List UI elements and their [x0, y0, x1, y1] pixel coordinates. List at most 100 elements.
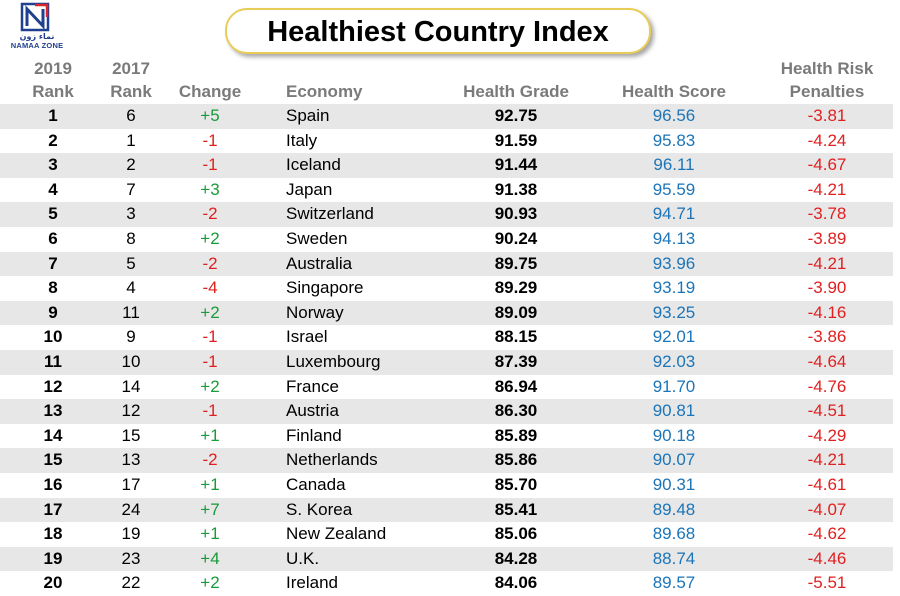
table-row: 16 17 +1 Canada 85.70 90.31 -4.61 [0, 473, 893, 498]
cell-penalties: -4.64 [807, 351, 847, 371]
cell-change: -1 [202, 155, 218, 175]
cell-penalties: -4.76 [807, 376, 847, 396]
cell-rank-2019: 12 [43, 376, 63, 396]
table-row: 3 2 -1 Iceland 91.44 96.11 -4.67 [0, 153, 893, 178]
cell-health-grade: 91.38 [494, 179, 538, 199]
cell-penalties: -5.51 [807, 573, 847, 593]
cell-rank-2019: 3 [48, 155, 58, 175]
cell-penalties: -4.21 [807, 450, 847, 470]
cell-health-score: 90.07 [652, 450, 696, 470]
cell-economy: Japan [286, 179, 333, 199]
cell-rank-2019: 13 [43, 401, 63, 421]
cell-change: +5 [200, 106, 220, 125]
cell-penalties: -4.24 [807, 130, 847, 150]
cell-economy: Switzerland [286, 204, 374, 224]
cell-rank-2019: 9 [48, 302, 58, 322]
cell-health-score: 92.03 [652, 351, 696, 371]
header-2019-line1: 2019 [34, 59, 72, 78]
cell-economy: Norway [286, 302, 344, 322]
cell-health-score: 89.48 [652, 499, 696, 519]
cell-change: +2 [200, 376, 220, 396]
cell-rank-2017: 14 [121, 376, 141, 396]
cell-change: -1 [202, 401, 218, 421]
namaa-zone-logo: نماء زون NAMAA ZONE [2, 2, 68, 52]
table-row: 10 9 -1 Israel 88.15 92.01 -3.86 [0, 325, 893, 350]
cell-rank-2017: 24 [121, 499, 141, 519]
cell-health-grade: 88.15 [494, 327, 538, 347]
cell-economy: Israel [286, 327, 328, 347]
cell-change: +4 [200, 548, 220, 568]
cell-health-score: 94.13 [652, 228, 696, 248]
cell-change: -2 [202, 204, 218, 224]
cell-penalties: -4.21 [807, 253, 847, 273]
table-row: 9 11 +2 Norway 89.09 93.25 -4.16 [0, 300, 893, 326]
cell-health-grade: 85.06 [494, 524, 538, 544]
cell-penalties: -3.90 [807, 278, 847, 298]
cell-change: +1 [200, 524, 220, 544]
cell-health-score: 96.11 [653, 155, 695, 175]
header-economy: Economy [286, 82, 363, 101]
cell-health-grade: 85.89 [494, 425, 538, 445]
cell-penalties: -3.81 [807, 106, 847, 125]
cell-health-grade: 92.75 [494, 106, 538, 125]
cell-rank-2017: 6 [126, 106, 136, 125]
cell-health-score: 91.70 [652, 376, 696, 396]
cell-health-score: 88.74 [652, 548, 696, 568]
cell-rank-2019: 16 [43, 474, 63, 494]
table-row: 13 12 -1 Austria 86.30 90.81 -4.51 [0, 399, 893, 424]
cell-health-grade: 85.86 [494, 450, 538, 470]
cell-rank-2019: 20 [43, 573, 63, 593]
cell-health-grade: 85.41 [494, 499, 538, 519]
cell-economy: Netherlands [286, 450, 378, 470]
cell-economy: Australia [286, 253, 353, 273]
cell-health-grade: 86.94 [494, 376, 538, 396]
cell-penalties: -3.89 [807, 228, 847, 248]
cell-penalties: -4.07 [807, 499, 847, 519]
cell-change: +7 [200, 499, 220, 519]
cell-health-score: 96.56 [652, 106, 696, 125]
cell-rank-2017: 19 [121, 524, 141, 544]
cell-rank-2017: 4 [126, 278, 136, 298]
cell-rank-2019: 17 [43, 499, 63, 519]
cell-change: +2 [200, 573, 220, 593]
cell-health-score: 95.59 [652, 179, 696, 199]
cell-rank-2017: 13 [121, 450, 141, 470]
cell-economy: New Zealand [286, 524, 387, 544]
cell-change: -2 [202, 450, 218, 470]
cell-health-score: 93.96 [652, 253, 696, 273]
cell-penalties: -4.61 [807, 474, 847, 494]
cell-change: +1 [200, 474, 220, 494]
table-row: 15 13 -2 Netherlands 85.86 90.07 -4.21 [0, 448, 893, 473]
table-body: 1 6 +5 Spain 92.75 96.56 -3.81 2 1 -1 Italy 91.59 95… [0, 104, 900, 596]
cell-penalties: -3.86 [807, 327, 847, 347]
cell-rank-2019: 11 [44, 351, 62, 371]
logo-english-text: NAMAA ZONE [10, 41, 64, 50]
cell-health-grade: 87.39 [494, 351, 538, 371]
cell-economy: Luxembourg [286, 351, 381, 371]
cell-rank-2017: 23 [121, 548, 141, 568]
cell-economy: U.K. [286, 548, 320, 568]
cell-health-grade: 90.93 [494, 204, 538, 224]
cell-penalties: -4.46 [807, 548, 847, 568]
cell-rank-2017: 15 [121, 425, 141, 445]
logo-mark-icon [20, 2, 50, 32]
header-penalties-line2: Penalties [789, 82, 865, 101]
cell-penalties: -4.51 [807, 401, 847, 421]
cell-change: -1 [202, 327, 218, 347]
header-penalties-line1: Health Risk [780, 59, 874, 78]
cell-economy: Ireland [286, 573, 338, 593]
cell-rank-2019: 10 [43, 327, 63, 347]
cell-change: -1 [202, 351, 218, 371]
cell-rank-2017: 17 [121, 474, 141, 494]
table-row: 11 10 -1 Luxembourg 87.39 92.03 -4.64 [0, 349, 893, 375]
cell-change: +1 [200, 425, 220, 445]
table-row: 8 4 -4 Singapore 89.29 93.19 -3.90 [0, 276, 893, 301]
table-row: 5 3 -2 Switzerland 90.93 94.71 -3.78 [0, 202, 893, 227]
table-row: 4 7 +3 Japan 91.38 95.59 -4.21 [0, 178, 893, 203]
cell-rank-2017: 1 [126, 130, 136, 150]
cell-rank-2017: 10 [121, 351, 141, 371]
cell-health-score: 90.81 [652, 401, 696, 421]
cell-penalties: -4.21 [807, 179, 847, 199]
cell-penalties: -3.78 [807, 204, 847, 224]
cell-health-score: 89.68 [652, 524, 696, 544]
